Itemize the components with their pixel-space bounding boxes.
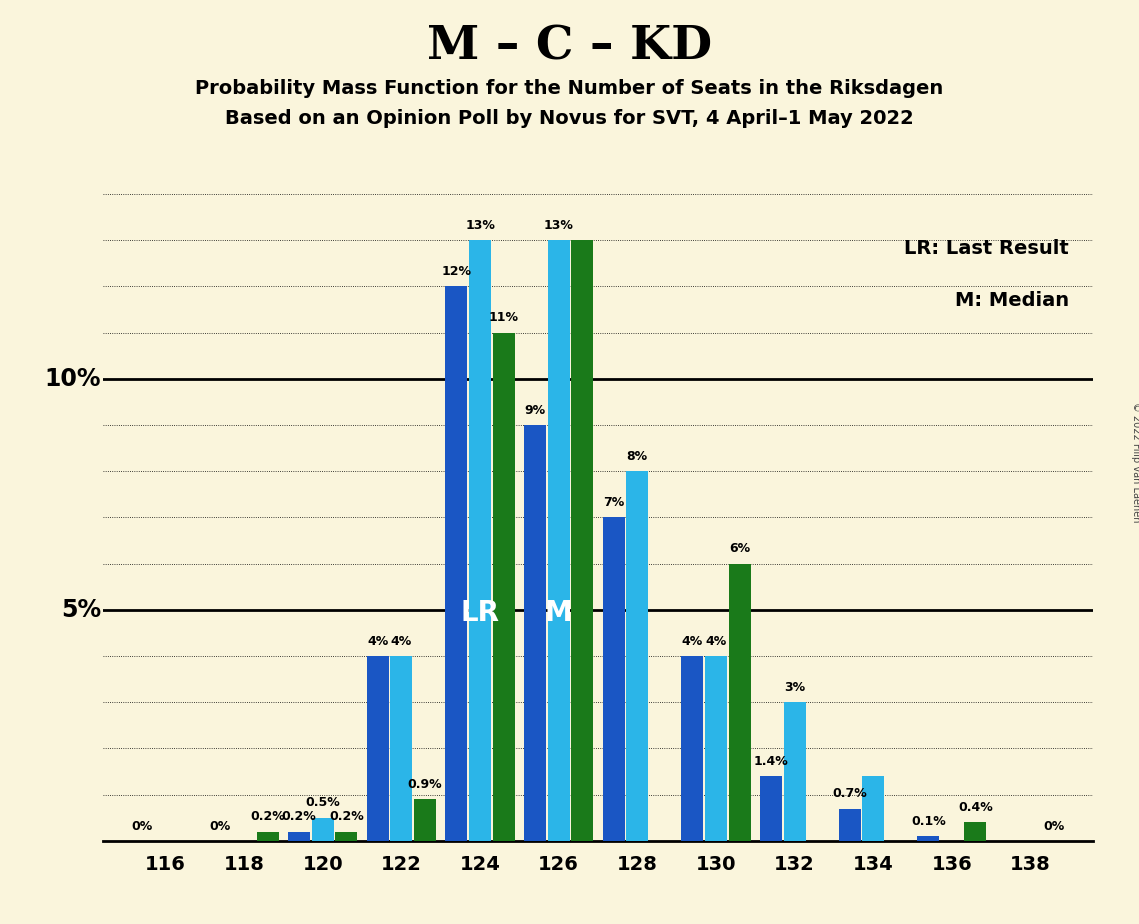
Text: LR: LR [460, 599, 500, 626]
Bar [312, 818, 334, 841]
Text: 12%: 12% [442, 265, 472, 278]
Bar [391, 656, 412, 841]
Text: 7%: 7% [603, 496, 624, 509]
Text: 10%: 10% [44, 367, 101, 391]
Text: 4%: 4% [705, 635, 727, 648]
Text: 0.7%: 0.7% [833, 787, 867, 800]
Text: 0.2%: 0.2% [281, 810, 317, 823]
Text: © 2022 Filip van Laenen: © 2022 Filip van Laenen [1131, 402, 1139, 522]
Bar [862, 776, 884, 841]
Bar [729, 564, 751, 841]
Bar [256, 832, 279, 841]
Text: LR: Last Result: LR: Last Result [904, 239, 1068, 259]
Text: 11%: 11% [489, 311, 518, 324]
Bar [288, 832, 310, 841]
Bar [445, 286, 467, 841]
Bar [681, 656, 704, 841]
Text: 4%: 4% [682, 635, 703, 648]
Text: 0%: 0% [210, 820, 231, 833]
Text: Probability Mass Function for the Number of Seats in the Riksdagen: Probability Mass Function for the Number… [196, 79, 943, 98]
Text: 1.4%: 1.4% [754, 755, 788, 768]
Text: M: Median: M: Median [954, 291, 1068, 310]
Bar [548, 240, 570, 841]
Text: 13%: 13% [543, 219, 574, 232]
Text: 4%: 4% [367, 635, 388, 648]
Text: 0%: 0% [131, 820, 153, 833]
Bar [469, 240, 491, 841]
Bar [603, 517, 624, 841]
Bar [705, 656, 727, 841]
Bar [413, 799, 436, 841]
Bar [784, 702, 805, 841]
Bar [335, 832, 358, 841]
Text: Based on an Opinion Poll by Novus for SVT, 4 April–1 May 2022: Based on an Opinion Poll by Novus for SV… [226, 109, 913, 128]
Text: M – C – KD: M – C – KD [427, 23, 712, 69]
Text: M: M [544, 599, 573, 626]
Bar [760, 776, 782, 841]
Text: 9%: 9% [524, 404, 546, 417]
Text: 0.2%: 0.2% [329, 810, 363, 823]
Text: 0.2%: 0.2% [251, 810, 285, 823]
Bar [492, 333, 515, 841]
Text: 3%: 3% [784, 681, 805, 694]
Text: 0.4%: 0.4% [958, 801, 993, 814]
Text: 6%: 6% [729, 542, 751, 555]
Bar [917, 836, 940, 841]
Text: 4%: 4% [391, 635, 412, 648]
Bar [524, 425, 546, 841]
Bar [965, 822, 986, 841]
Bar [367, 656, 388, 841]
Text: 0.5%: 0.5% [305, 796, 341, 809]
Text: 8%: 8% [626, 450, 648, 463]
Text: 0.9%: 0.9% [408, 778, 442, 791]
Text: 13%: 13% [465, 219, 495, 232]
Bar [838, 808, 861, 841]
Bar [626, 471, 648, 841]
Bar [572, 240, 593, 841]
Text: 0.1%: 0.1% [911, 815, 945, 828]
Text: 5%: 5% [60, 598, 101, 622]
Text: 0%: 0% [1043, 820, 1065, 833]
